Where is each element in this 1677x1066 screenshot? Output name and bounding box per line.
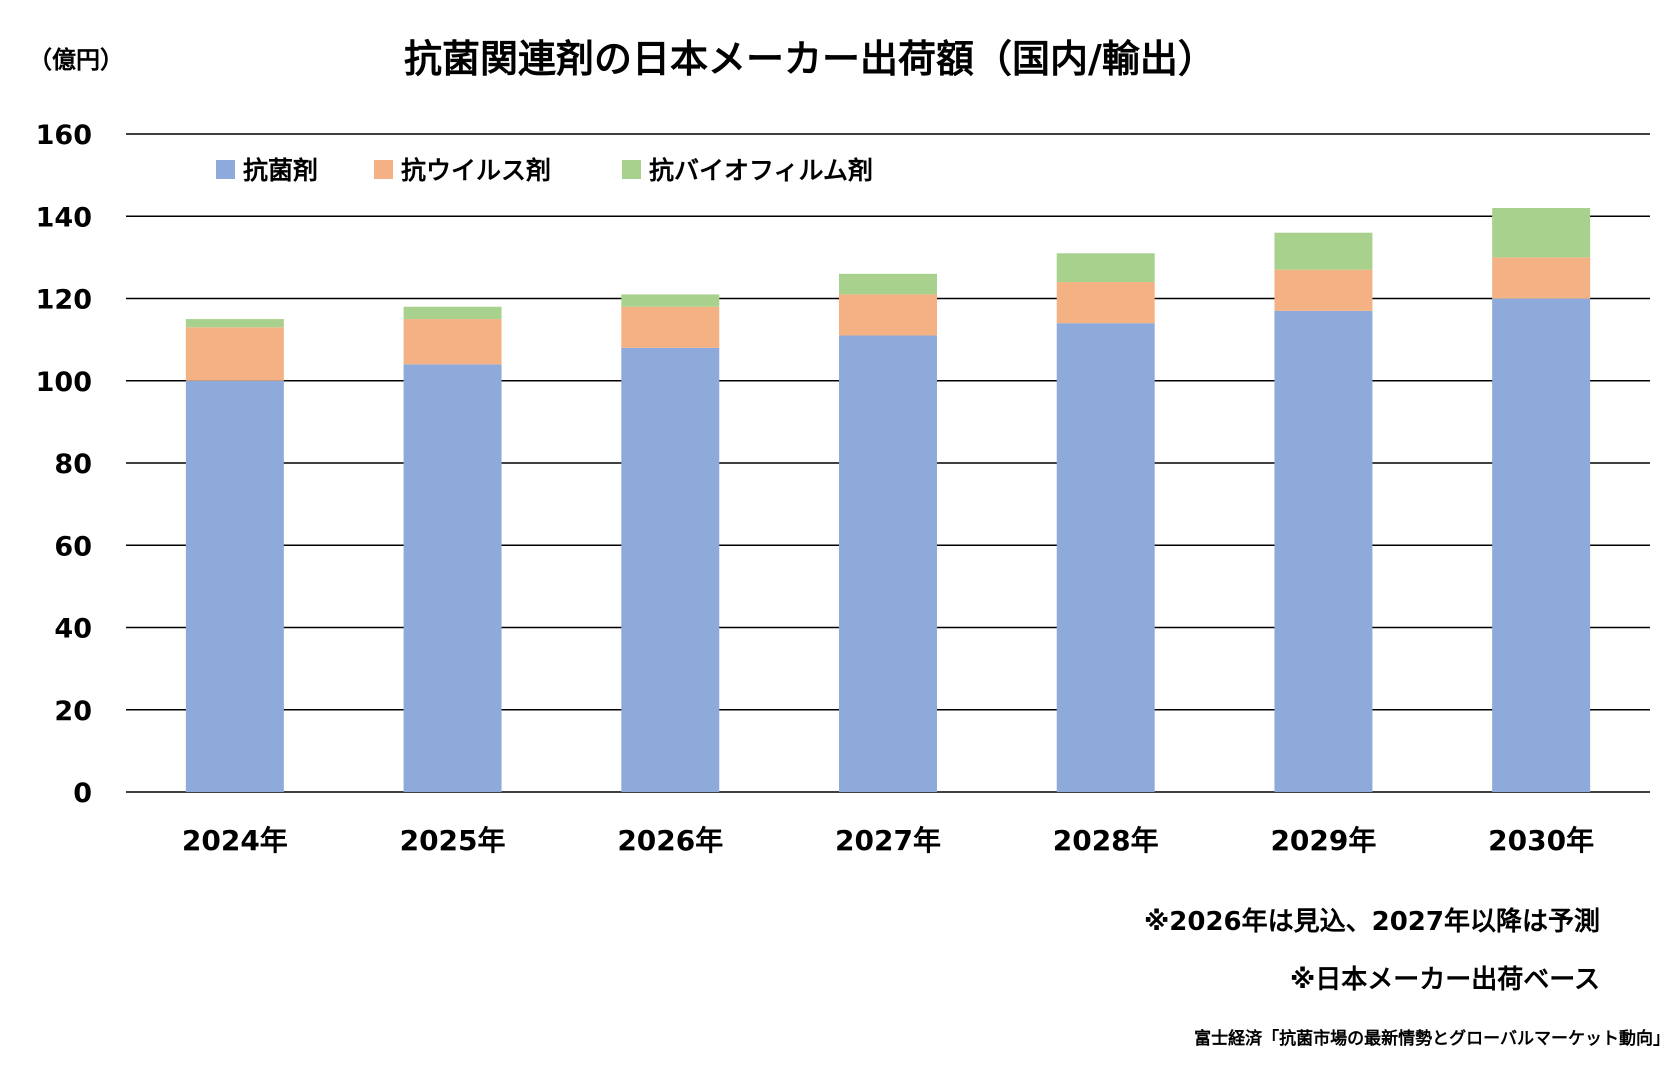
bar-segment	[839, 273, 937, 295]
y-tick-label: 20	[54, 696, 92, 727]
y-tick-label: 120	[36, 285, 92, 316]
bar-segment	[1056, 323, 1155, 792]
unit-label: （億円）	[28, 46, 124, 74]
x-tick-label: 2028年	[1053, 824, 1159, 857]
legend-label: 抗バイオフィルム剤	[649, 156, 873, 185]
bar-segment	[403, 319, 502, 365]
chart-title: 抗菌関連剤の日本メーカー出荷額（国内/輸出）	[404, 37, 1216, 81]
legend: 抗菌剤 抗ウイルス剤 抗バイオフィルム剤	[216, 156, 873, 185]
y-tick-label: 100	[36, 367, 92, 398]
bar-segment	[185, 327, 284, 381]
legend-swatch	[216, 160, 235, 179]
bar-segment	[403, 364, 502, 792]
bar-segment	[1274, 269, 1373, 311]
bar-segment	[839, 335, 937, 792]
bar-segment	[1056, 282, 1155, 324]
y-tick-label: 60	[54, 531, 92, 562]
x-tick-label: 2026年	[617, 824, 723, 857]
legend-label: 抗菌剤	[243, 156, 318, 185]
x-tick-label: 2025年	[400, 824, 506, 857]
x-tick-label: 2029年	[1270, 824, 1376, 857]
bar-segment	[1492, 208, 1591, 258]
bar-segment	[185, 380, 284, 792]
bar-segment	[621, 347, 720, 792]
y-tick-label: 140	[36, 202, 92, 233]
y-tick-label: 160	[36, 120, 92, 151]
x-axis: 2024年 2025年 2026年 2027年 2028年 2029年 2030年	[182, 824, 1594, 857]
bar-segment	[621, 294, 720, 307]
bar-segment	[839, 294, 937, 336]
bar-segment	[403, 306, 502, 320]
x-tick-label: 2030年	[1488, 824, 1594, 857]
source-note: 富士経済「抗菌市場の最新情勢とグローバルマーケット動向」	[1194, 1028, 1670, 1049]
legend-swatch	[622, 160, 641, 179]
legend-label: 抗ウイルス剤	[401, 156, 551, 185]
y-tick-label: 80	[54, 449, 92, 480]
bar-segment	[1274, 232, 1373, 270]
bar-segment	[1492, 257, 1591, 299]
y-tick-label: 40	[54, 614, 92, 645]
bars	[185, 208, 1591, 792]
x-tick-label: 2027年	[835, 824, 941, 857]
bar-segment	[185, 319, 284, 328]
bar-segment	[1492, 298, 1591, 792]
note-basis: ※日本メーカー出荷ベース	[1290, 965, 1600, 995]
legend-swatch	[374, 160, 393, 179]
bar-segment	[1056, 253, 1155, 283]
bar-segment	[621, 306, 720, 348]
note-forecast: ※2026年は見込、2027年以降は予測	[1144, 906, 1600, 937]
y-tick-label: 0	[73, 778, 92, 809]
y-axis: 0 20 40 60 80 100 120 140 160	[36, 120, 92, 809]
x-tick-label: 2024年	[182, 824, 288, 857]
bar-segment	[1274, 310, 1373, 792]
